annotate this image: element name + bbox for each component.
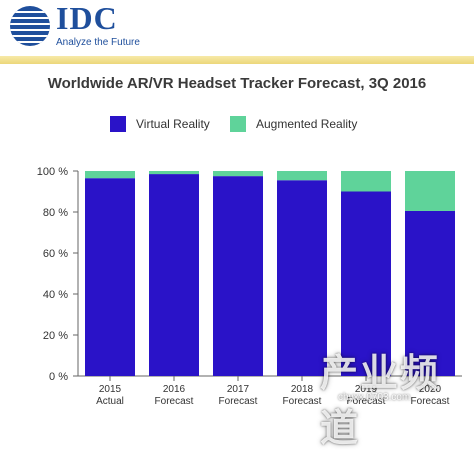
bar-vr: [213, 176, 263, 376]
x-tick-label: 2018 Forecast: [283, 384, 322, 407]
x-tick-label: 2017 Forecast: [219, 384, 258, 407]
bar-ar: [149, 171, 199, 175]
bar-ar: [341, 171, 391, 192]
header: IDC Analyze the Future: [0, 0, 474, 56]
watermark-url: chyxx.0703.com: [338, 392, 411, 403]
bar-vr: [85, 178, 135, 376]
logo-text: IDC: [56, 0, 118, 36]
y-tick-label: 40 %: [43, 289, 68, 301]
legend-label-vr: Virtual Reality: [136, 117, 210, 131]
bar-vr: [149, 174, 199, 376]
y-tick-label: 60 %: [43, 248, 68, 260]
chart-title: Worldwide AR/VR Headset Tracker Forecast…: [47, 75, 427, 92]
legend-item-ar: Augmented Reality: [230, 116, 357, 132]
bar-ar: [277, 171, 327, 181]
x-tick-label: 2015 Actual: [96, 384, 124, 407]
legend: Virtual Reality Augmented Reality: [0, 116, 474, 136]
x-tick-label: 2019 Forecast: [347, 384, 386, 407]
legend-label-ar: Augmented Reality: [256, 117, 358, 131]
logo-tagline: Analyze the Future: [56, 37, 140, 48]
bar-ar: [85, 171, 135, 179]
globe-icon: [10, 6, 50, 46]
bar-ar: [213, 171, 263, 177]
bar-vr: [405, 210, 455, 376]
legend-swatch-vr: [110, 116, 126, 132]
y-tick-label: 0 %: [49, 371, 68, 383]
y-tick-label: 20 %: [43, 330, 68, 342]
x-tick-label: 2016 Forecast: [155, 384, 194, 407]
header-band: [0, 56, 474, 64]
y-tick-label: 80 %: [43, 207, 68, 219]
legend-swatch-ar: [230, 116, 246, 132]
x-tick-label: 2020 Forecast: [411, 384, 450, 407]
bar-vr: [341, 191, 391, 376]
legend-item-vr: Virtual Reality: [110, 116, 210, 132]
bar-ar: [405, 171, 455, 211]
bar-vr: [277, 180, 327, 376]
y-tick-label: 100 %: [37, 166, 68, 178]
chart: 0 % 20 % 40 % 60 % 80 % 100 % 2015 Actual 2016 Fo…: [37, 166, 462, 407]
